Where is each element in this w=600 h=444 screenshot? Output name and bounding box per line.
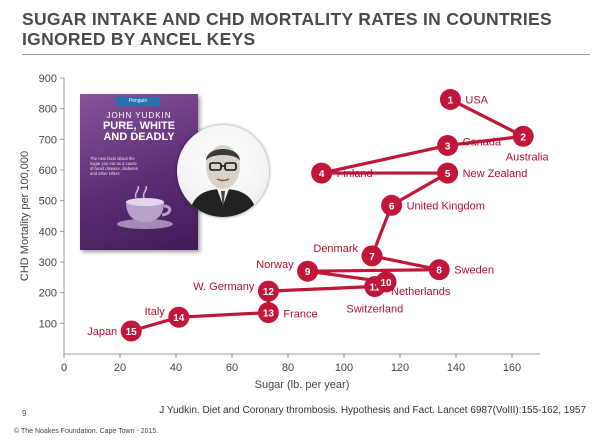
data-point-country-label: France bbox=[283, 309, 317, 321]
y-tick-label: 300 bbox=[39, 257, 57, 269]
x-tick-label: 100 bbox=[335, 362, 353, 374]
data-point-rank: 8 bbox=[436, 266, 442, 277]
x-tick-label: 80 bbox=[282, 362, 294, 374]
data-point-rank: 14 bbox=[173, 313, 185, 324]
data-point-rank: 7 bbox=[369, 252, 375, 263]
x-tick-label: 140 bbox=[447, 362, 465, 374]
data-point-country-label: New Zealand bbox=[463, 168, 528, 180]
data-point-marker bbox=[439, 88, 461, 110]
y-tick-label: 500 bbox=[39, 196, 57, 208]
teacup-illustration bbox=[117, 186, 173, 229]
data-point-country-label: USA bbox=[465, 94, 488, 106]
y-axis-label: CHD Mortality per 100,000 bbox=[19, 151, 31, 281]
y-tick-label: 800 bbox=[39, 104, 57, 116]
x-tick-label: 120 bbox=[391, 362, 409, 374]
data-point-country-label: Switzerland bbox=[346, 304, 403, 316]
data-point-marker bbox=[120, 320, 142, 342]
data-point-marker bbox=[428, 259, 450, 281]
data-point-marker bbox=[381, 194, 403, 216]
y-tick-label: 400 bbox=[39, 226, 57, 238]
marker-layer: 15 14 13 12 11 10 9 8 7 6 5 4 3 2 1 bbox=[120, 88, 534, 342]
book-title-line-2: AND DEADLY bbox=[103, 131, 175, 143]
book-publisher-badge: Penguin bbox=[116, 97, 160, 106]
book-cover-image: Penguin JOHN YUDKIN PURE, WHITE AND DEAD… bbox=[80, 94, 198, 250]
person-silhouette-icon bbox=[189, 145, 257, 217]
data-point-rank: 1 bbox=[448, 95, 454, 106]
book-title-line-1: PURE, WHITE bbox=[102, 120, 176, 132]
data-point-rank: 13 bbox=[263, 309, 275, 320]
data-point-rank: 5 bbox=[445, 169, 451, 180]
data-point-marker bbox=[311, 162, 333, 184]
x-tick-label: 20 bbox=[114, 362, 126, 374]
data-point-rank: 11 bbox=[370, 283, 381, 294]
author-portrait-photo bbox=[177, 125, 269, 217]
data-point-marker bbox=[361, 245, 383, 267]
data-point-country-label: Italy bbox=[145, 306, 166, 318]
data-point-country-label: W. Germany bbox=[193, 281, 255, 293]
y-tick-label: 600 bbox=[39, 165, 57, 177]
data-point-rank: 9 bbox=[305, 267, 311, 278]
data-point-rank: 15 bbox=[126, 327, 138, 338]
data-point-marker bbox=[437, 134, 459, 156]
data-point-marker bbox=[257, 302, 279, 324]
data-point-country-label: United Kingdom bbox=[407, 200, 485, 212]
data-point-rank: 12 bbox=[263, 287, 275, 298]
data-point-rank: 2 bbox=[520, 132, 526, 143]
data-point-country-label: Norway bbox=[256, 259, 294, 271]
label-layer: Japan Italy France W. Germany Switzerland Net… bbox=[87, 94, 549, 338]
footer-copyright: © The Noakes Foundation. Cape Town - 201… bbox=[14, 428, 159, 435]
data-point-country-label: Japan bbox=[87, 326, 117, 338]
x-tick-label: 40 bbox=[170, 362, 182, 374]
data-point-rank: 4 bbox=[319, 169, 325, 180]
data-point-marker bbox=[168, 306, 190, 328]
x-axis-label: Sugar (lb. per year) bbox=[255, 379, 350, 391]
data-point-marker bbox=[437, 162, 459, 184]
book-title: PURE, WHITE AND DEADLY bbox=[80, 121, 198, 143]
data-point-marker bbox=[297, 260, 319, 282]
book-author: JOHN YUDKIN bbox=[106, 111, 172, 120]
data-point-rank: 3 bbox=[445, 141, 451, 152]
y-tick-label: 100 bbox=[39, 318, 57, 330]
y-tick-label: 700 bbox=[39, 134, 57, 146]
data-point-country-label: Denmark bbox=[313, 243, 358, 255]
data-point-country-label: Finland bbox=[337, 168, 373, 180]
data-point-country-label: Australia bbox=[506, 151, 550, 163]
x-tick-label: 160 bbox=[503, 362, 521, 374]
x-tick-label: 0 bbox=[61, 362, 67, 374]
slide-number: 9 bbox=[22, 409, 27, 418]
x-tick-label: 60 bbox=[226, 362, 238, 374]
slide-title: SUGAR INTAKE AND CHD MORTALITY RATES IN … bbox=[22, 9, 552, 49]
data-point-rank: 10 bbox=[380, 278, 392, 289]
data-point-country-label: Netherlands bbox=[391, 286, 451, 298]
y-tick-label: 200 bbox=[39, 288, 57, 300]
data-point-country-label: Canada bbox=[463, 136, 502, 148]
y-tick-label: 900 bbox=[39, 73, 57, 85]
book-blurb: The new facts about the sugar you eat as… bbox=[90, 156, 138, 176]
chart-axes: 0 20 40 60 80 100 120 140 160 100 200 300 400 500 600 7… bbox=[19, 73, 540, 391]
data-point-marker bbox=[257, 280, 279, 302]
data-point-marker bbox=[375, 271, 397, 293]
citation-text: J Yudkin. Diet and Coronary thrombosis. … bbox=[159, 405, 586, 416]
title-divider bbox=[22, 54, 590, 55]
data-point-marker bbox=[512, 125, 534, 147]
data-point-country-label: Sweden bbox=[454, 265, 494, 277]
data-point-rank: 6 bbox=[389, 201, 395, 212]
